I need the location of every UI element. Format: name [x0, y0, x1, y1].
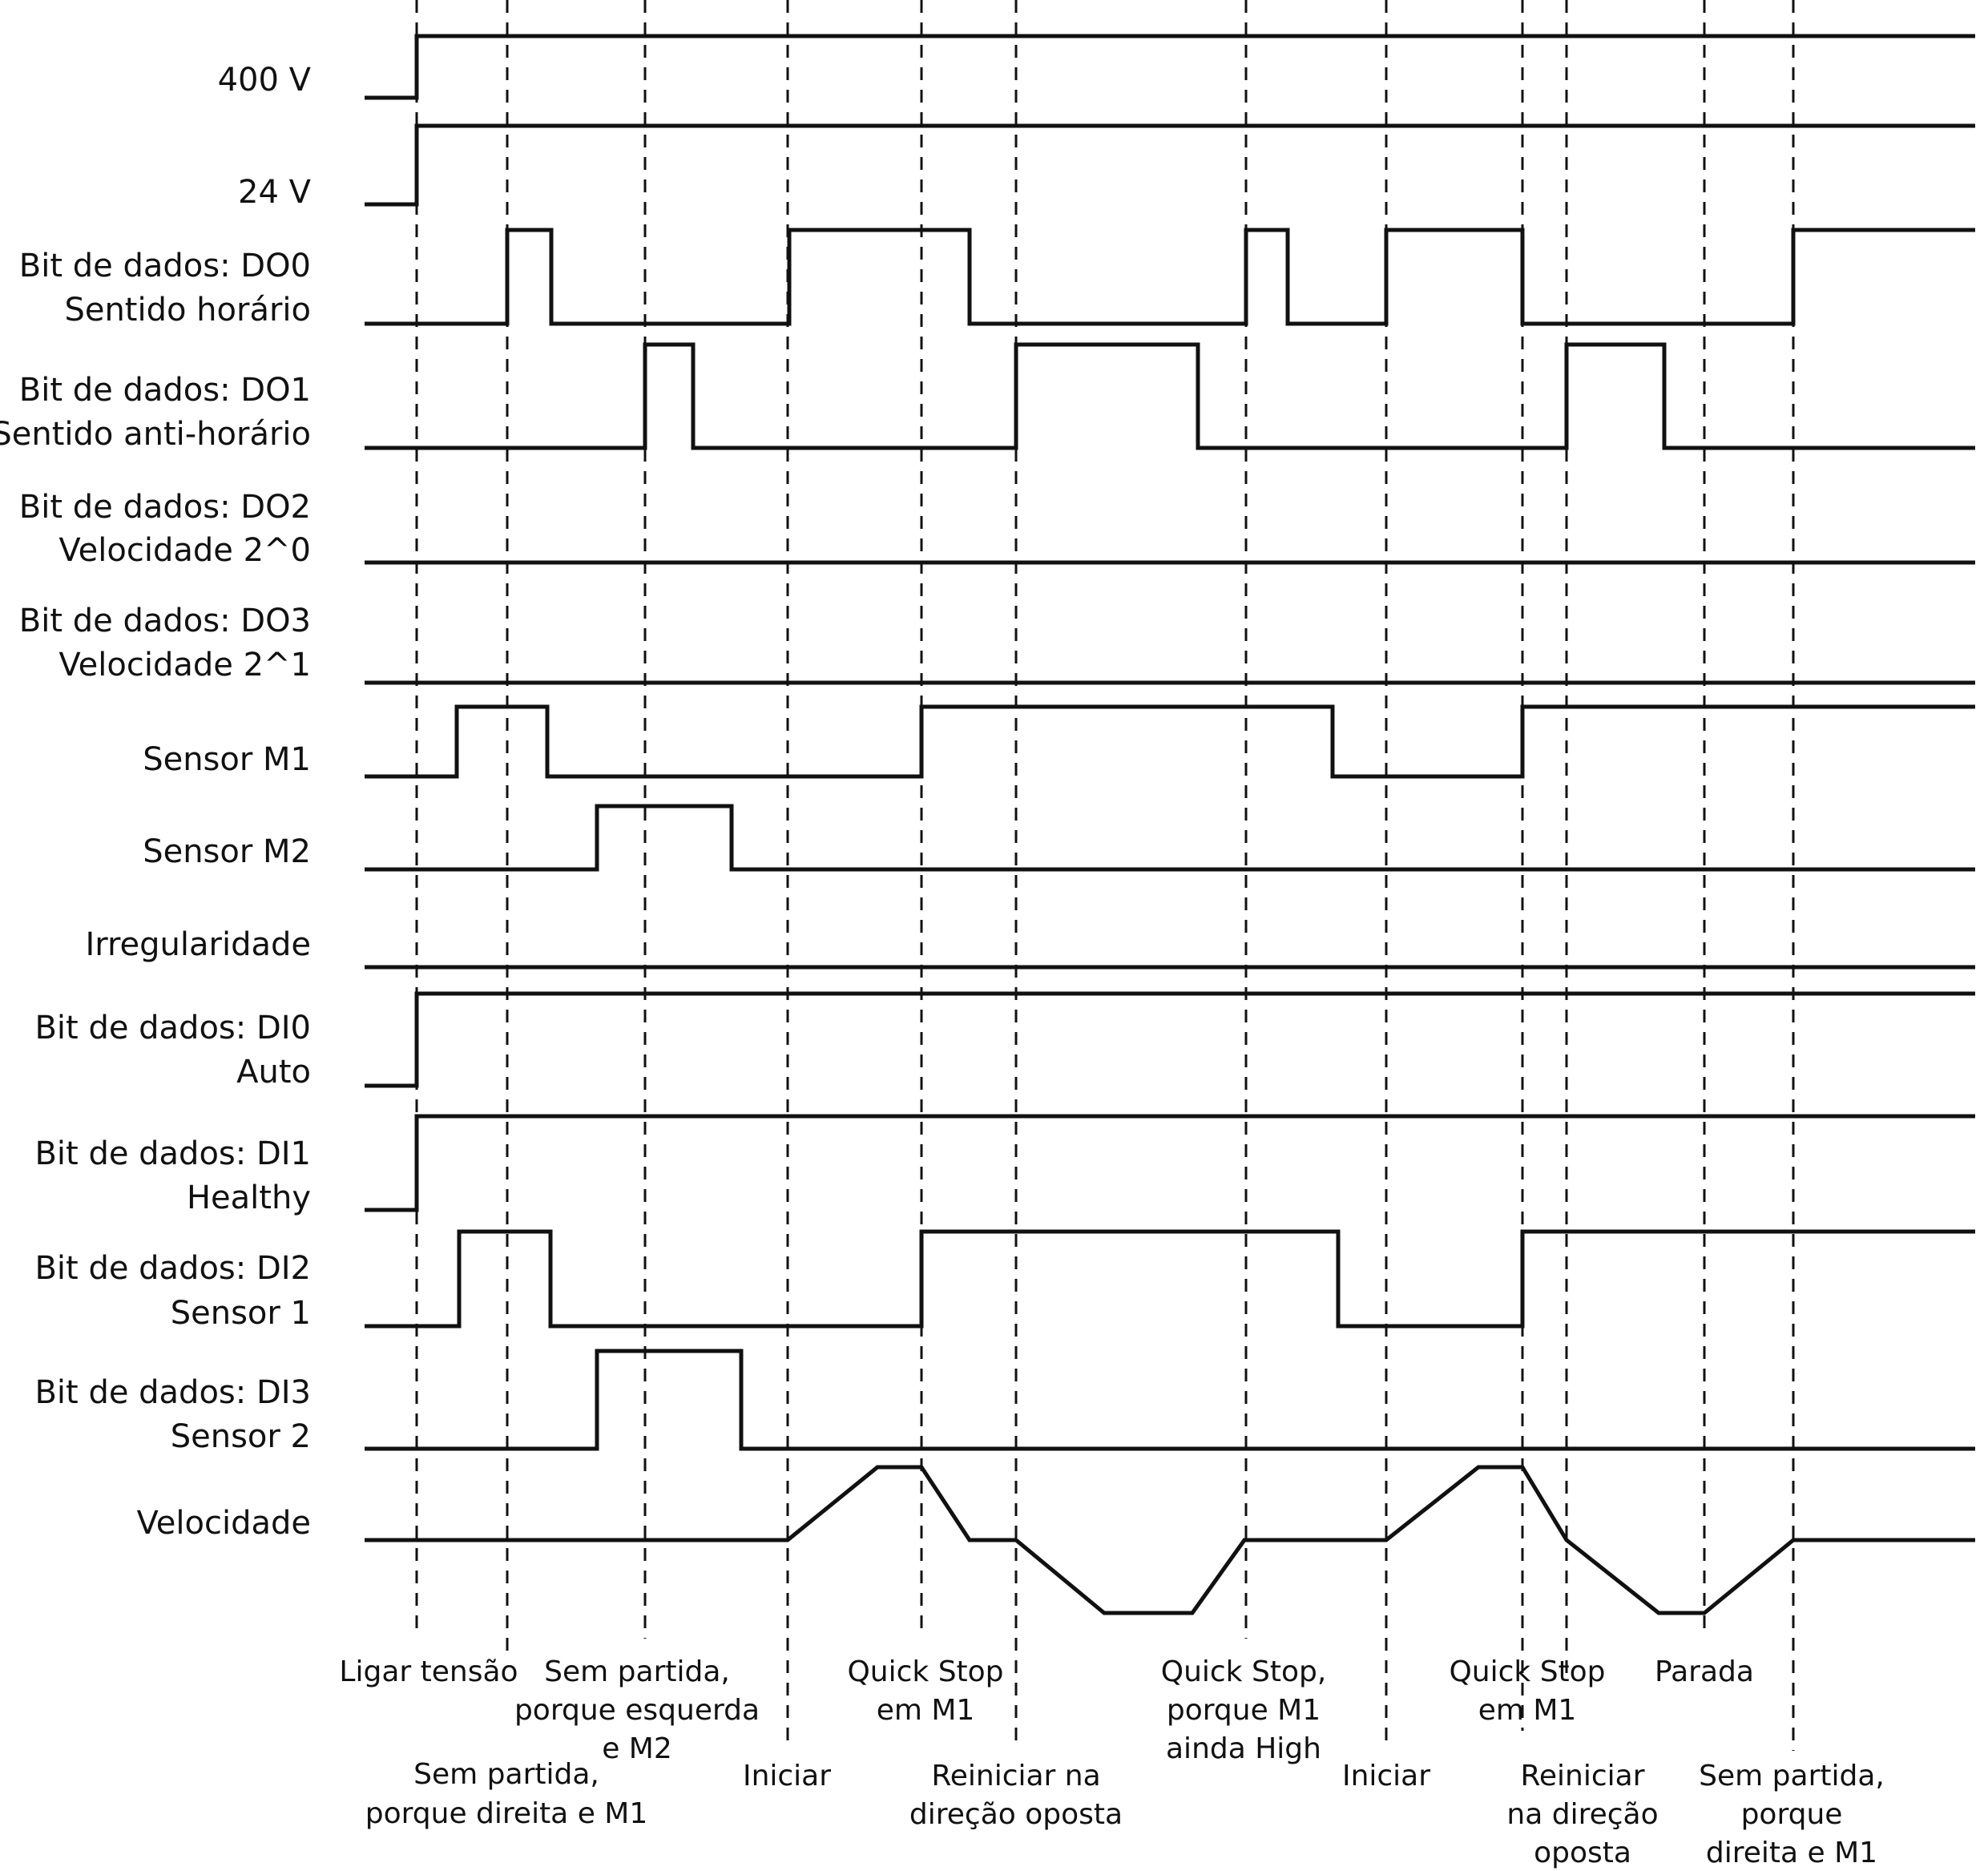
- event-labels: Ligar tensão Sem partida, porque direita e…: [339, 1655, 1884, 1869]
- signal-label-24v: 24 V: [238, 174, 312, 211]
- signal-label-velocidade: Velocidade: [137, 1505, 311, 1542]
- event-label-quick-stop-high: ainda High: [1166, 1732, 1321, 1765]
- event-label-quick-stop-m1-2: Quick Stop: [1449, 1655, 1605, 1688]
- waveform-di2: [365, 1229, 1975, 1329]
- event-label-sem-partida-esquerda: e M2: [602, 1732, 672, 1765]
- event-label-quick-stop-m1-1: em M1: [877, 1694, 975, 1727]
- signal-label-di2: Bit de dados: DI2: [34, 1250, 311, 1287]
- signal-label-di3: Bit de dados: DI3: [34, 1374, 311, 1411]
- event-label-sem-partida-direita: Sem partida,: [413, 1758, 599, 1791]
- waveform-do1: [365, 342, 1975, 450]
- signal-label-do1: Sentido anti-horário: [0, 416, 311, 453]
- waveform-di3: [365, 1349, 1975, 1451]
- signal-label-do0: Sentido horário: [64, 292, 311, 329]
- waveform-do0: [365, 228, 1975, 326]
- event-label-parada: Parada: [1655, 1655, 1754, 1688]
- signal-label-m2: Sensor M2: [143, 833, 311, 870]
- waveform-velocidade: [365, 1465, 1975, 1615]
- event-label-iniciar-2: Iniciar: [1342, 1760, 1430, 1792]
- event-label-sem-partida-direita: porque direita e M1: [365, 1797, 648, 1830]
- waveform-di0: [365, 991, 1975, 1088]
- signal-label-do0: Bit de dados: DO0: [19, 248, 311, 284]
- event-label-quick-stop-m1-1: Quick Stop: [847, 1655, 1003, 1688]
- event-label-ligar-tensao: Ligar tensão: [339, 1655, 518, 1688]
- signal-label-m1: Sensor M1: [143, 741, 311, 778]
- signal-labels: 400 V 24 V Bit de dados: DO0 Sentido horári…: [0, 62, 312, 1542]
- signal-label-di2: Sensor 1: [171, 1295, 311, 1332]
- signal-label-irr: Irregularidade: [85, 926, 311, 963]
- event-label-quick-stop-high: porque M1: [1167, 1694, 1321, 1727]
- signal-label-do2: Bit de dados: DO2: [19, 489, 311, 526]
- signal-label-di3: Sensor 2: [171, 1418, 311, 1455]
- event-label-reiniciar-2: na direção: [1506, 1798, 1658, 1831]
- event-label-reiniciar-2: oposta: [1534, 1837, 1631, 1869]
- waveform-400v: [365, 34, 1975, 100]
- event-label-reiniciar-2: Reiniciar: [1520, 1760, 1644, 1792]
- event-label-reiniciar-1: direção oposta: [909, 1798, 1123, 1831]
- waveform-m2: [365, 804, 1975, 872]
- signal-label-di1: Bit de dados: DI1: [34, 1135, 311, 1172]
- event-label-quick-stop-high: Quick Stop,: [1161, 1655, 1327, 1688]
- waveform-di1: [365, 1114, 1975, 1212]
- waveform-m1: [365, 704, 1975, 779]
- event-label-quick-stop-m1-2: em M1: [1478, 1694, 1577, 1727]
- event-markers: [415, 0, 1795, 1751]
- signal-label-do3: Velocidade 2^1: [58, 647, 311, 683]
- signal-waveforms: [365, 34, 1975, 1615]
- signal-label-di1: Healthy: [187, 1179, 311, 1216]
- signal-label-do1: Bit de dados: DO1: [19, 372, 311, 409]
- signal-label-do2: Velocidade 2^0: [58, 532, 311, 569]
- event-label-reiniciar-1: Reiniciar na: [931, 1760, 1100, 1792]
- event-label-sem-partida-esquerda: Sem partida,: [544, 1655, 730, 1688]
- event-label-sem-partida-final: direita e M1: [1706, 1837, 1877, 1869]
- waveform-24v: [365, 123, 1975, 207]
- signal-label-400v: 400 V: [218, 62, 312, 99]
- signal-label-di0: Bit de dados: DI0: [34, 1010, 311, 1046]
- event-label-sem-partida-esquerda: porque esquerda: [514, 1694, 760, 1727]
- event-label-iniciar-1: Iniciar: [743, 1760, 831, 1792]
- signal-label-di0: Auto: [236, 1054, 311, 1091]
- signal-label-do3: Bit de dados: DO3: [19, 603, 311, 639]
- event-label-sem-partida-final: Sem partida,: [1699, 1760, 1885, 1792]
- event-label-sem-partida-final: porque: [1741, 1798, 1843, 1831]
